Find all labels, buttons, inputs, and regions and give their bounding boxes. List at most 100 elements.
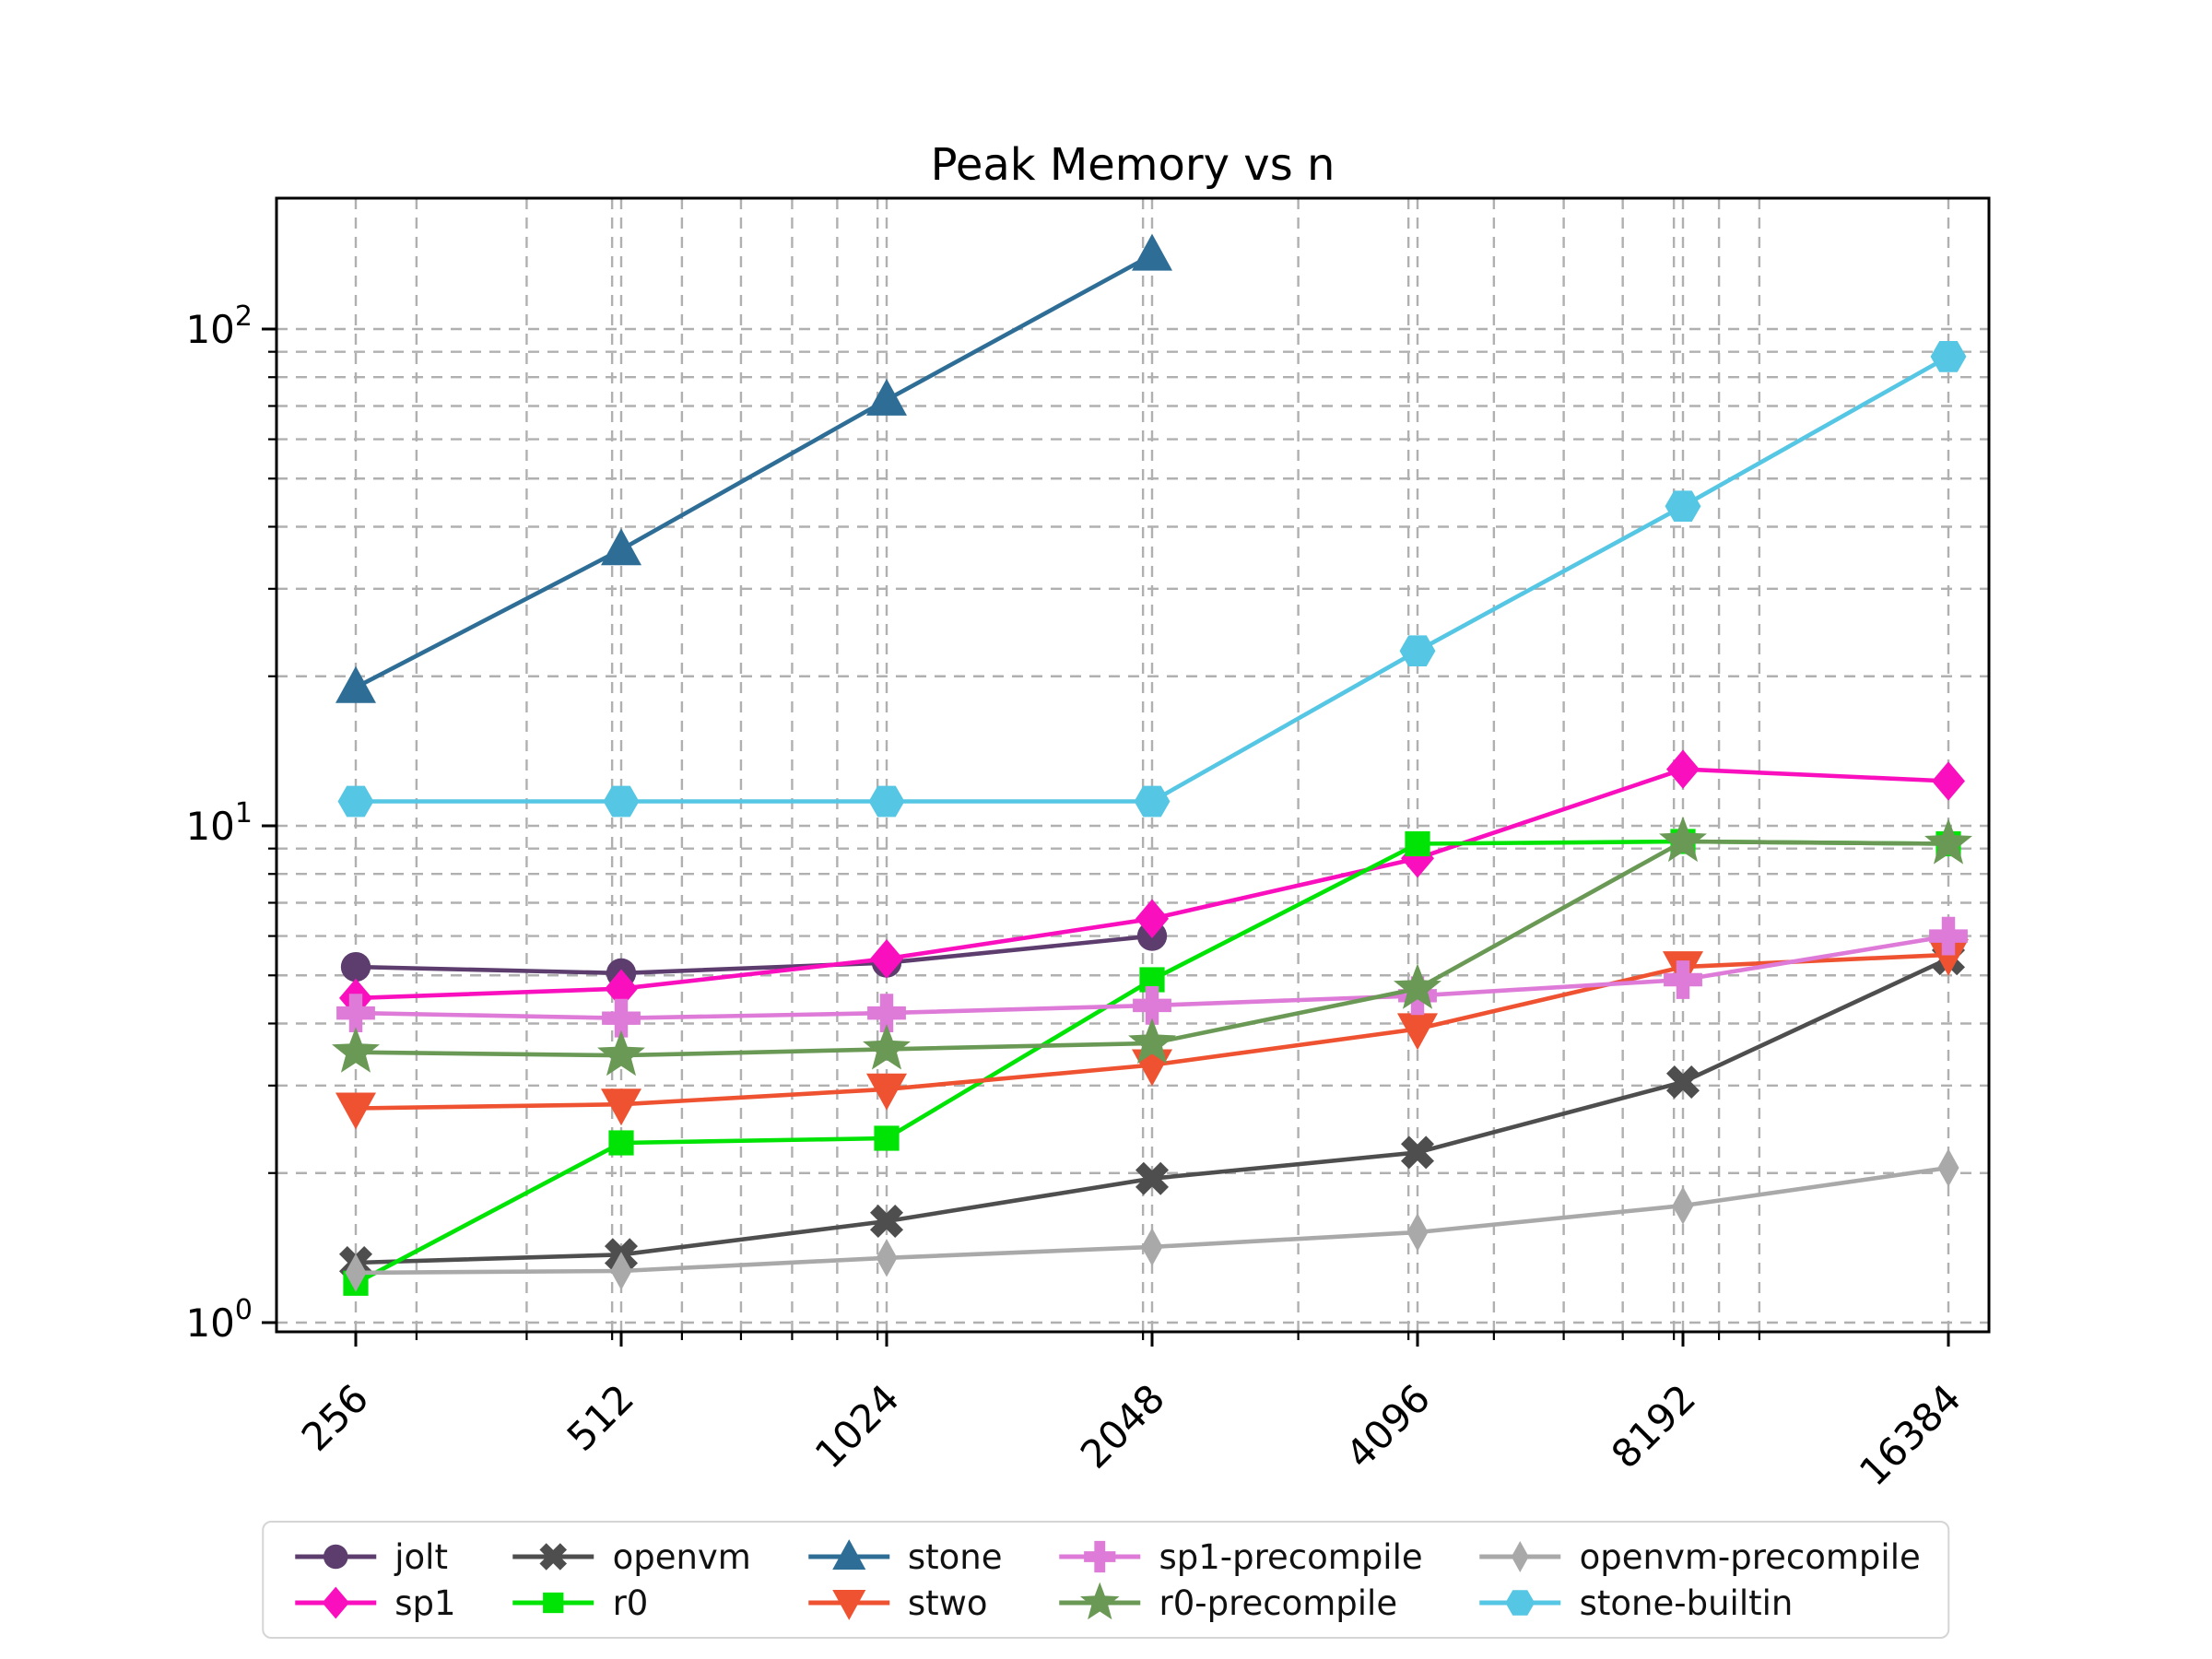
stone-builtin-marker-8192 <box>1665 490 1701 523</box>
sp1-precompile-marker-2048 <box>1133 986 1171 1025</box>
jolt-legend-glyph <box>324 1544 348 1570</box>
jolt-line <box>353 934 1155 976</box>
x-tick-label-512: 512 <box>559 1375 642 1459</box>
x-tick-label-256: 256 <box>293 1375 377 1459</box>
stone-builtin-legend-glyph <box>1505 1590 1535 1616</box>
legend-label-openvm-precompile: openvm-precompile <box>1579 1536 1921 1577</box>
stone-builtin-marker-4096 <box>1399 635 1436 667</box>
y-tick-labels: 100 101 102 <box>185 300 253 1346</box>
stwo-marker-1024 <box>866 1073 907 1111</box>
x-tick-labels: 256 512 1024 2048 4096 8192 16384 <box>293 1375 1970 1494</box>
legend-label-sp1-precompile: sp1-precompile <box>1159 1536 1423 1577</box>
sp1-precompile-legend-marker-icon <box>1059 1540 1141 1573</box>
x-tick-label-4096: 4096 <box>1337 1375 1439 1477</box>
jolt-marker-256 <box>340 951 371 982</box>
legend-label-r0-precompile: r0-precompile <box>1159 1583 1398 1623</box>
stwo-legend-glyph <box>831 1590 865 1620</box>
chart-title: Peak Memory vs n <box>931 139 1335 191</box>
legend-item-r0-precompile: r0-precompile <box>1055 1582 1422 1624</box>
r0-legend-marker-icon <box>512 1592 594 1614</box>
plot-border <box>275 196 1991 1334</box>
r0-legend-glyph <box>543 1592 564 1614</box>
r0-precompile-marker-8192 <box>1659 816 1707 863</box>
legend-item-stwo: stwo <box>805 1582 1003 1624</box>
sp1-marker-16384 <box>1932 761 1965 801</box>
legend-item-stone-builtin: stone-builtin <box>1477 1582 1921 1624</box>
stwo-legend-marker-icon <box>807 1590 889 1620</box>
sp1-precompile-marker-8192 <box>1664 960 1702 999</box>
y-tick-label-1e0: 100 <box>185 1294 253 1346</box>
r0-precompile-marker-16384 <box>1924 818 1972 865</box>
openvm-legend-marker-icon <box>512 1543 594 1571</box>
legend-item-r0: r0 <box>510 1582 751 1624</box>
legend-item-stone: stone <box>805 1535 1003 1578</box>
openvm-marker-2048 <box>1135 1161 1170 1195</box>
openvm-marker-1024 <box>869 1204 904 1239</box>
sp1-precompile-marker-256 <box>336 994 375 1032</box>
x-tick-label-16384: 16384 <box>1851 1375 1970 1494</box>
legend-item-openvm: openvm <box>510 1535 751 1578</box>
legend-item-openvm-precompile: openvm-precompile <box>1477 1535 1921 1578</box>
openvm-precompile-marker-1024 <box>876 1239 898 1277</box>
sp1-legend-glyph <box>322 1586 350 1619</box>
series-jolt <box>340 921 1168 989</box>
r0-precompile-legend-glyph <box>1080 1582 1120 1620</box>
stwo-marker-256 <box>335 1092 376 1130</box>
sp1-precompile-marker-16384 <box>1929 916 1968 956</box>
stwo-marker-512 <box>601 1088 641 1126</box>
y-tick-label-1e1: 101 <box>185 797 253 849</box>
stone-builtin-marker-2048 <box>1134 785 1171 818</box>
stone-builtin-marker-256 <box>337 785 374 818</box>
openvm-precompile-legend-marker-icon <box>1479 1541 1561 1572</box>
x-tick-label-1024: 1024 <box>806 1375 908 1477</box>
sp1-marker-2048 <box>1135 899 1169 939</box>
legend-item-sp1: sp1 <box>291 1582 456 1624</box>
x-tick-label-8192: 8192 <box>1603 1375 1704 1477</box>
r0-precompile-legend-marker-icon <box>1059 1582 1141 1620</box>
sp1-precompile-marker-1024 <box>867 994 906 1032</box>
legend-label-openvm: openvm <box>612 1536 751 1577</box>
stone-line <box>353 253 1155 690</box>
openvm-legend-glyph <box>539 1543 568 1571</box>
sp1-precompile-legend-glyph <box>1084 1540 1116 1573</box>
openvm-precompile-legend-glyph <box>1512 1541 1530 1572</box>
series-stone <box>335 233 1172 703</box>
stone-marker-2048 <box>1132 233 1172 271</box>
r0-precompile-marker-256 <box>332 1027 380 1073</box>
legend-item-jolt: jolt <box>291 1535 455 1578</box>
sp1-legend-marker-icon <box>295 1586 377 1619</box>
series-r0-precompile <box>332 816 1972 1077</box>
legend-label-stone-builtin: stone-builtin <box>1579 1583 1794 1623</box>
openvm-precompile-marker-16384 <box>1937 1148 1959 1187</box>
legend-item-sp1-precompile: sp1-precompile <box>1055 1535 1423 1578</box>
r0-precompile-marker-1024 <box>863 1024 911 1070</box>
stwo-marker-16384 <box>1928 938 1969 976</box>
legend-label-stone: stone <box>907 1536 1003 1577</box>
stone-builtin-legend-marker-icon <box>1479 1590 1561 1616</box>
openvm-marker-8192 <box>1665 1065 1700 1100</box>
openvm-precompile-marker-2048 <box>1141 1228 1163 1266</box>
series-openvm-precompile <box>345 1148 1959 1292</box>
stone-marker-256 <box>335 665 376 703</box>
stone-legend-marker-icon <box>807 1539 889 1570</box>
x-tick-label-2048: 2048 <box>1072 1375 1173 1477</box>
stone-builtin-marker-1024 <box>868 785 905 818</box>
legend: jolt sp1 openvm r0 stone stwo sp1-precompile r0… <box>262 1521 1950 1639</box>
openvm-marker-4096 <box>1400 1135 1435 1170</box>
series-stone-builtin <box>337 341 1967 818</box>
openvm-precompile-marker-4096 <box>1406 1213 1429 1252</box>
stone-builtin-marker-16384 <box>1930 341 1967 372</box>
r0-marker-512 <box>608 1130 634 1156</box>
legend-label-stwo: stwo <box>907 1583 988 1623</box>
axes <box>275 196 1991 1334</box>
stone-builtin-marker-512 <box>603 785 640 818</box>
r0-precompile-marker-4096 <box>1394 963 1441 1009</box>
series-layer <box>332 233 1972 1296</box>
jolt-legend-marker-icon <box>295 1544 377 1570</box>
gridlines <box>276 198 1989 1332</box>
sp1-marker-512 <box>605 969 638 1008</box>
tick-marks <box>262 327 1950 1347</box>
sp1-marker-8192 <box>1666 749 1700 789</box>
